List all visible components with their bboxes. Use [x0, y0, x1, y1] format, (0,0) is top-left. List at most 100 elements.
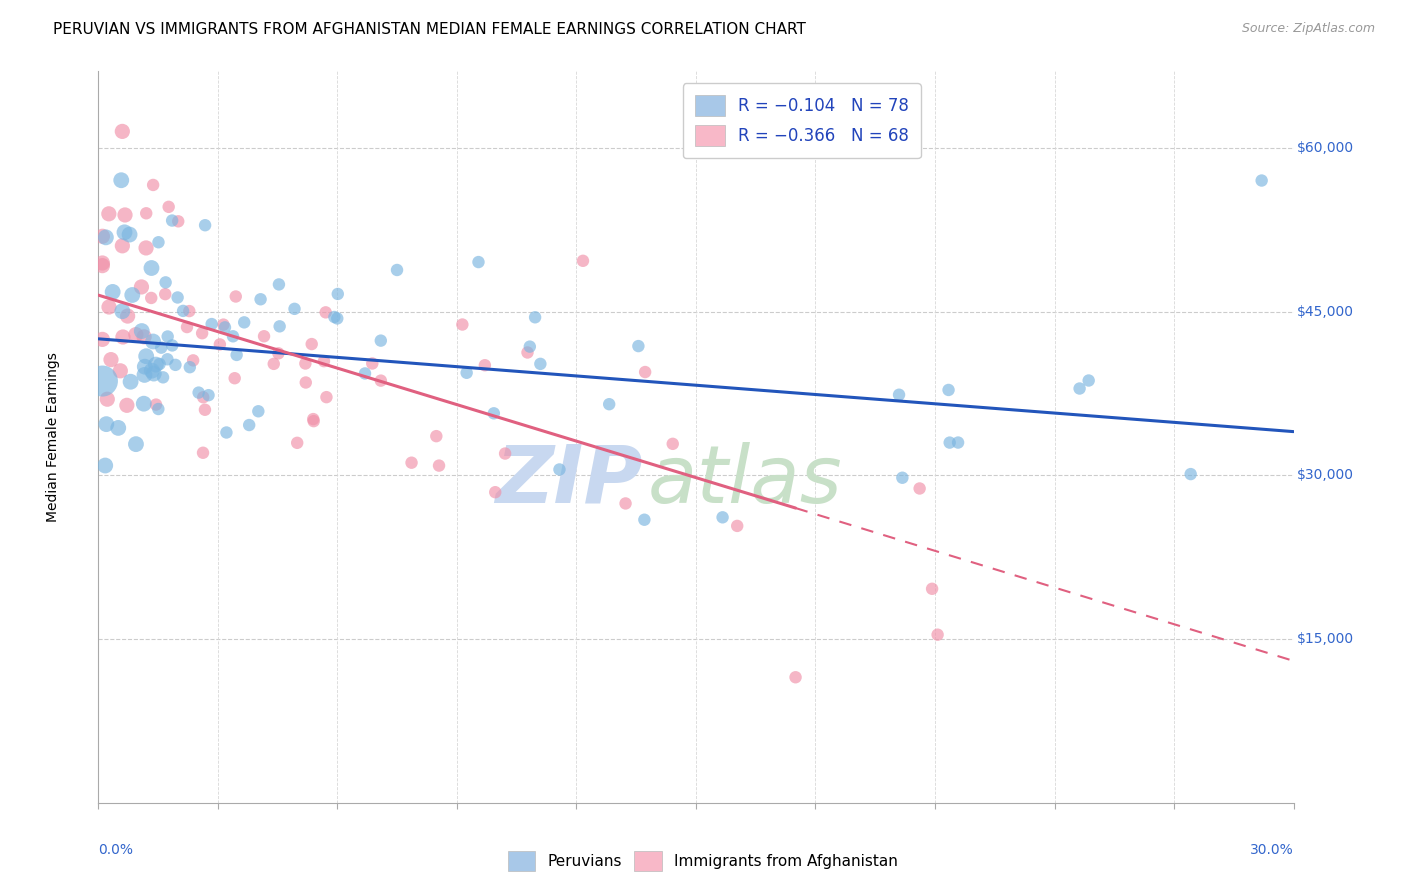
Point — [111, 124, 134, 138]
Point — [167, 214, 190, 228]
Point — [598, 397, 620, 411]
Point — [98, 300, 121, 314]
Point — [315, 305, 337, 319]
Text: atlas: atlas — [648, 442, 844, 520]
Point — [97, 207, 120, 221]
Text: Median Female Earnings: Median Female Earnings — [46, 352, 60, 522]
Point — [519, 340, 541, 354]
Point — [938, 435, 960, 450]
Point — [94, 230, 117, 244]
Text: $15,000: $15,000 — [1298, 632, 1354, 646]
Point — [484, 485, 506, 500]
Point — [157, 200, 180, 214]
Point — [117, 309, 139, 323]
Point — [91, 259, 114, 273]
Point — [156, 352, 179, 367]
Point — [134, 368, 156, 382]
Point — [269, 319, 291, 334]
Point — [927, 628, 949, 642]
Point — [249, 292, 271, 306]
Text: ZIP: ZIP — [495, 442, 643, 520]
Point — [354, 367, 377, 381]
Point — [191, 446, 214, 460]
Point — [181, 353, 204, 368]
Point — [179, 360, 201, 375]
Point — [114, 208, 136, 222]
Point — [115, 398, 138, 412]
Point — [238, 418, 260, 433]
Point — [172, 304, 194, 318]
Point — [285, 435, 308, 450]
Point — [149, 357, 172, 371]
Point — [134, 359, 156, 374]
Point — [197, 388, 219, 402]
Legend: R = −0.104   N = 78, R = −0.366   N = 68: R = −0.104 N = 78, R = −0.366 N = 68 — [683, 83, 921, 158]
Point — [100, 352, 122, 367]
Text: Source: ZipAtlas.com: Source: ZipAtlas.com — [1241, 22, 1375, 36]
Point — [233, 315, 256, 329]
Point — [451, 318, 474, 332]
Point — [1250, 173, 1272, 187]
Point — [120, 375, 142, 389]
Point — [194, 402, 217, 417]
Point — [247, 404, 270, 418]
Point — [326, 287, 349, 301]
Point — [267, 277, 290, 292]
Text: $60,000: $60,000 — [1298, 141, 1354, 155]
Point — [91, 332, 114, 346]
Point — [326, 311, 349, 326]
Point — [529, 357, 551, 371]
Point — [370, 374, 392, 388]
Point — [107, 421, 129, 435]
Point — [156, 329, 179, 343]
Point — [474, 358, 496, 372]
Point — [101, 285, 124, 299]
Point — [214, 320, 236, 334]
Point — [141, 291, 163, 305]
Point — [142, 367, 165, 381]
Point — [160, 338, 183, 352]
Point — [148, 235, 170, 250]
Point — [294, 357, 316, 371]
Point — [208, 337, 231, 351]
Point — [187, 385, 209, 400]
Point — [131, 324, 153, 338]
Point — [145, 398, 167, 412]
Point — [155, 276, 177, 290]
Point — [91, 256, 114, 270]
Point — [267, 346, 290, 360]
Point — [141, 260, 163, 275]
Point — [110, 364, 132, 378]
Text: 30.0%: 30.0% — [1250, 843, 1294, 857]
Point — [516, 345, 538, 359]
Legend: Peruvians, Immigrants from Afghanistan: Peruvians, Immigrants from Afghanistan — [502, 846, 904, 877]
Point — [315, 390, 337, 404]
Point — [91, 229, 114, 244]
Point — [785, 670, 807, 684]
Text: 0.0%: 0.0% — [98, 843, 134, 857]
Point — [494, 446, 516, 460]
Point — [572, 253, 595, 268]
Point — [294, 376, 316, 390]
Point — [145, 358, 167, 372]
Point — [887, 388, 910, 402]
Point — [323, 310, 346, 324]
Point — [946, 435, 969, 450]
Point — [135, 349, 157, 363]
Point — [193, 390, 215, 404]
Point — [711, 510, 734, 524]
Point — [121, 288, 143, 302]
Point — [627, 339, 650, 353]
Point — [215, 425, 238, 440]
Point — [176, 320, 198, 334]
Point — [427, 458, 450, 473]
Point — [125, 327, 148, 342]
Point — [725, 519, 748, 533]
Point — [111, 330, 134, 344]
Point — [283, 301, 305, 316]
Point — [548, 462, 571, 476]
Point — [661, 437, 683, 451]
Point — [91, 374, 114, 388]
Point — [253, 329, 276, 343]
Point — [312, 354, 335, 368]
